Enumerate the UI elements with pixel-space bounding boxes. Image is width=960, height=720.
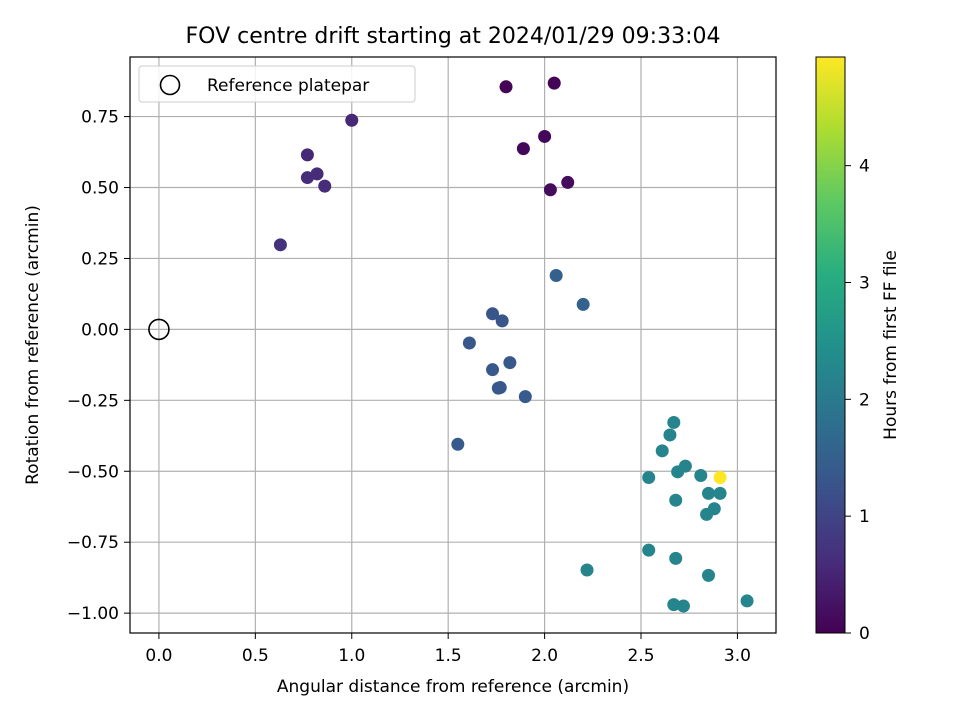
data-point [486,363,500,377]
data-point [499,80,513,94]
data-point [694,469,708,483]
data-point [676,599,690,613]
data-point [503,356,517,370]
y-tick-label: −1.00 [67,604,119,624]
x-tick-label: 0.0 [145,646,172,666]
data-point [561,175,575,189]
x-tick-label: 1.0 [338,646,365,666]
data-point [700,507,714,521]
data-point [655,444,669,458]
legend: Reference platepar [138,65,416,103]
x-tick-label: 1.5 [435,646,462,666]
chart-title: FOV centre drift starting at 2024/01/29 … [186,24,721,49]
data-point [713,486,727,500]
y-tick-label: −0.50 [67,462,119,482]
legend-reference-marker [159,74,181,96]
colorbar-tick-label: 3 [859,273,870,293]
colorbar-tick-label: 2 [859,390,870,410]
y-tick-label: 0.50 [81,179,119,199]
data-point [663,428,677,442]
data-point [495,314,509,328]
colorbar-tick-label: 4 [859,157,870,177]
data-point [543,183,557,197]
data-point [486,307,500,321]
data-point [538,129,552,143]
y-tick-label: −0.25 [67,391,119,411]
data-point [518,390,532,404]
data-point [300,171,314,185]
x-axis-label: Angular distance from reference (arcmin) [277,677,629,697]
y-axis-label: Rotation from reference (arcmin) [23,205,43,485]
data-point [516,142,530,156]
data-point [547,76,561,90]
x-axis-ticks: 0.0 0.5 1.0 1.5 2.0 2.5 3.0 [145,633,751,666]
data-point [451,437,465,451]
colorbar-tick-label: 1 [859,507,870,527]
x-tick-label: 3.0 [724,646,751,666]
data-point [576,297,590,311]
data-point [667,598,681,612]
data-point [702,568,716,582]
grid [130,57,776,633]
plot-frame [129,56,777,634]
data-point [642,543,656,557]
colorbar-ticks: 0 1 2 3 4 [845,157,870,644]
data-point [318,179,332,193]
data-point [462,336,476,350]
y-tick-label: 0.25 [81,249,119,269]
x-tick-label: 2.5 [627,646,654,666]
data-point [667,415,681,429]
data-point [300,148,314,162]
data-point [580,563,594,577]
data-point [669,551,683,565]
data-point [740,594,754,608]
data-points [273,76,754,613]
data-point [671,465,685,479]
x-tick-label: 0.5 [242,646,269,666]
data-point [702,486,716,500]
y-tick-label: −0.75 [67,533,119,553]
colorbar-label: Hours from first FF file [881,250,901,440]
x-tick-label: 2.0 [531,646,558,666]
data-point [669,493,683,507]
data-point [273,238,287,252]
colorbar-gradient [815,56,846,634]
data-point [491,381,505,395]
y-tick-label: 0.75 [81,108,119,128]
legend-label: Reference platepar [207,76,369,96]
data-point [713,471,727,485]
reference-marker [148,318,170,341]
data-point [345,113,359,127]
data-point [642,471,656,485]
y-tick-label: 0.00 [81,320,119,340]
y-axis-ticks: 0.75 0.50 0.25 0.00 −0.25 −0.50 −0.75 −1.00 [67,108,130,624]
colorbar: 0 1 2 3 4 Hours from first FF file [815,56,901,644]
data-point [549,268,563,282]
legend-box [138,65,416,103]
colorbar-tick-label: 0 [859,624,870,644]
